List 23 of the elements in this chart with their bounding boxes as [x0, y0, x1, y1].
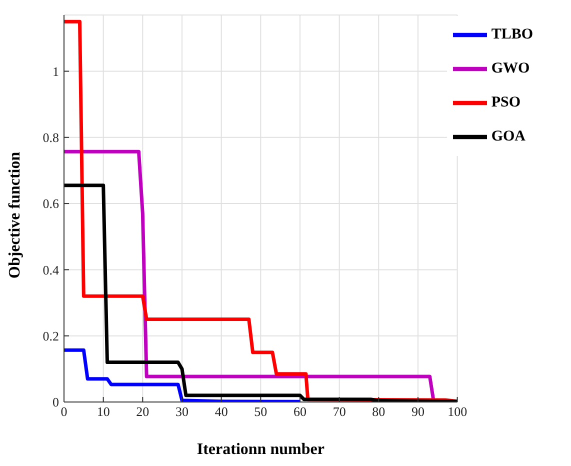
x-tick-label: 90 — [411, 404, 424, 420]
y-tick-label: 0.6 — [42, 196, 60, 212]
legend-label: GWO — [491, 60, 530, 76]
x-tick-label: 50 — [254, 404, 268, 420]
x-axis-title: Iterationn number — [196, 441, 324, 458]
legend-label: GOA — [491, 128, 526, 144]
x-tick-label: 100 — [448, 404, 468, 420]
x-tick-label: 10 — [96, 404, 110, 420]
x-tick-label: 20 — [136, 404, 150, 420]
y-tick-label: 0.2 — [42, 328, 59, 344]
y-tick-label: 0.8 — [42, 130, 59, 145]
y-axis-title: Objective function — [6, 152, 24, 278]
x-tick-label: 80 — [372, 404, 386, 420]
y-tick-label: 1 — [52, 64, 59, 79]
x-tick-label: 30 — [175, 404, 188, 420]
x-tick-label: 40 — [214, 404, 228, 420]
y-tick-label: 0 — [52, 394, 59, 410]
x-tick-label: 60 — [293, 404, 306, 420]
line-series — [64, 348, 302, 402]
x-tick-label: 70 — [332, 404, 346, 420]
legend-label: PSO — [491, 94, 520, 110]
y-tick-label: 0.4 — [42, 262, 60, 278]
legend-label: TLBO — [491, 26, 533, 42]
